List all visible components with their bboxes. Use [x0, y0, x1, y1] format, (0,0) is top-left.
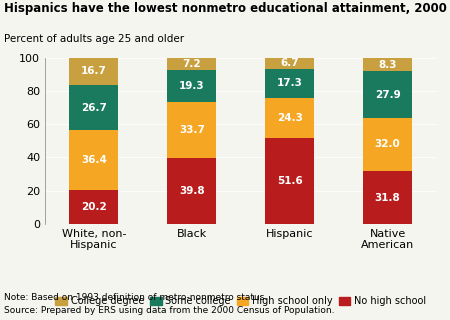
Text: 6.7: 6.7 [280, 58, 299, 68]
Bar [265, 69, 314, 98]
Bar [363, 171, 412, 224]
Text: 31.8: 31.8 [375, 193, 400, 203]
Bar [69, 130, 118, 190]
Text: 39.8: 39.8 [179, 186, 205, 196]
Text: 33.7: 33.7 [179, 125, 205, 135]
Text: 27.9: 27.9 [375, 90, 400, 100]
Text: 7.2: 7.2 [183, 59, 201, 68]
Text: 32.0: 32.0 [375, 140, 400, 149]
Text: Source: Prepared by ERS using data from the 2000 Census of Population.: Source: Prepared by ERS using data from … [4, 306, 335, 315]
Text: Percent of adults age 25 and older: Percent of adults age 25 and older [4, 34, 184, 44]
Text: 16.7: 16.7 [81, 67, 107, 76]
Bar [265, 138, 314, 224]
Text: Note: Based on 1993 definition of metro-nonmetro status.: Note: Based on 1993 definition of metro-… [4, 293, 268, 302]
Text: 17.3: 17.3 [277, 78, 302, 88]
Bar [167, 58, 216, 69]
Text: 26.7: 26.7 [81, 103, 107, 113]
Bar [167, 69, 216, 102]
Bar [69, 85, 118, 130]
Bar [363, 58, 412, 71]
Bar [167, 102, 216, 158]
Text: 51.6: 51.6 [277, 176, 302, 186]
Bar [363, 118, 412, 171]
Text: 24.3: 24.3 [277, 113, 302, 123]
Bar [69, 58, 118, 85]
Text: 36.4: 36.4 [81, 155, 107, 165]
Bar [69, 190, 118, 224]
Text: 20.2: 20.2 [81, 202, 107, 212]
Text: 19.3: 19.3 [179, 81, 205, 91]
Bar [265, 98, 314, 138]
Text: 8.3: 8.3 [378, 60, 397, 69]
Bar [265, 58, 314, 69]
Bar [363, 71, 412, 118]
Text: Hispanics have the lowest nonmetro educational attainment, 2000: Hispanics have the lowest nonmetro educa… [4, 2, 447, 15]
Bar [167, 158, 216, 224]
Legend: College degree, Some college, High school only, No high school: College degree, Some college, High schoo… [51, 292, 430, 310]
